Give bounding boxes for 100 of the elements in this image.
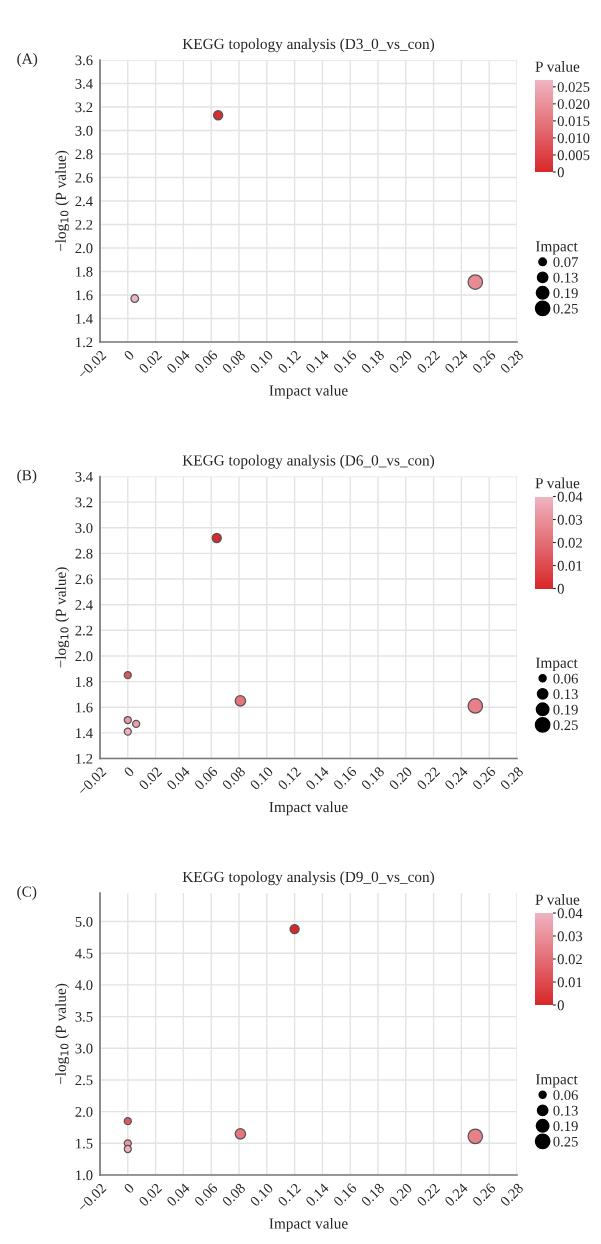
x-tick-label: 0.02 <box>138 766 163 791</box>
y-tick-label: 2.5 <box>75 1075 93 1086</box>
y-tick-label: 3.0 <box>75 523 93 534</box>
y-tick-label: 2.8 <box>75 149 93 160</box>
chart-title: KEGG topology analysis (D6_0_vs_con) <box>182 454 435 469</box>
color-bar-label: 0.025 <box>557 82 590 93</box>
color-bar-title: P value <box>535 477 580 489</box>
color-bar-title: P value <box>535 894 580 905</box>
x-tick-label: 0 <box>123 1182 135 1194</box>
x-tick-label: 0.28 <box>499 766 524 791</box>
x-tick-label: 0.18 <box>360 1182 385 1207</box>
x-tick-label: 0.04 <box>166 765 191 791</box>
color-bar-label: 0 <box>557 1000 564 1011</box>
x-tick-label: 0.02 <box>138 349 163 374</box>
color-bar-label: 0.03 <box>557 931 583 942</box>
legend-label: 0.07 <box>553 257 578 268</box>
x-tick-label: 0.04 <box>166 1182 191 1207</box>
chart-title: KEGG topology analysis (D3_0_vs_con) <box>182 38 435 53</box>
x-tick-label: 0 <box>123 766 135 778</box>
y-tick-label: 2.4 <box>75 196 93 207</box>
x-tick-label: 0.12 <box>277 766 302 791</box>
legend-label: 0.13 <box>553 272 578 283</box>
color-bar-label: 0.01 <box>557 560 582 571</box>
x-tick-label: 0.20 <box>388 349 413 374</box>
x-tick-label: 0.22 <box>416 766 441 791</box>
y-tick-label: 4.0 <box>75 980 93 991</box>
y-tick-label: 2.6 <box>75 172 93 183</box>
x-tick-label: 0.04 <box>166 349 191 374</box>
x-tick-label: 0.28 <box>499 1182 524 1207</box>
x-tick-label: 0.24 <box>444 349 469 374</box>
y-tick-label: 1.4 <box>76 313 93 324</box>
y-tick-label: 4.5 <box>75 948 93 959</box>
x-tick-label: 0.12 <box>277 349 302 374</box>
y-tick-label: 3.2 <box>75 102 93 113</box>
color-bar-label: 0.03 <box>557 514 583 525</box>
color-bar-label: 0 <box>557 167 564 178</box>
x-tick-label: 0.06 <box>193 349 219 374</box>
y-tick-label: 2.2 <box>75 625 93 636</box>
x-tick-label: 0.22 <box>416 1182 441 1207</box>
y-tick-label: 1.8 <box>76 266 93 277</box>
color-bar-label: 0.015 <box>557 116 590 127</box>
color-bar-label: 0.02 <box>557 537 582 548</box>
y-tick-label: 3.5 <box>75 1011 93 1022</box>
x-tick-label: 0.18 <box>360 766 385 791</box>
x-tick-label: 0.08 <box>221 349 246 374</box>
x-tick-label: 0.16 <box>332 766 358 791</box>
y-tick-label: 2.2 <box>75 219 93 230</box>
x-tick-label: 0.14 <box>305 349 330 374</box>
y-tick-label: 1.5 <box>76 1138 93 1149</box>
y-axis-title: −log$_{10}$ (P value) <box>55 567 70 668</box>
text: (C) <box>17 886 37 900</box>
x-tick-label: 0.10 <box>249 1182 274 1207</box>
chart-title: KEGG topology analysis (D9_0_vs_con) <box>182 871 435 886</box>
y-tick-label: 3.2 <box>75 497 93 508</box>
legend-label: 0.06 <box>553 673 578 684</box>
y-tick-label: 1.6 <box>76 702 93 713</box>
legend-title: Impact <box>535 1074 578 1088</box>
legend-label: 0.06 <box>553 1090 578 1101</box>
y-tick-label: 2.0 <box>75 243 93 254</box>
y-tick-label: 2.8 <box>75 548 93 559</box>
color-bar-label: 0.02 <box>557 954 582 965</box>
x-tick-label: 0.16 <box>332 349 358 374</box>
y-tick-label: 2.4 <box>75 600 93 610</box>
y-tick-label: 2.6 <box>75 574 93 585</box>
x-tick-label: 0.18 <box>360 349 385 374</box>
x-axis-title: Impact value <box>269 384 348 399</box>
y-tick-label: 1.4 <box>76 728 93 739</box>
y-tick-label: 3.6 <box>75 55 93 66</box>
x-tick-label: 0.28 <box>499 349 524 374</box>
x-tick-label: 0.06 <box>193 766 219 791</box>
color-bar-label: 0.01 <box>557 977 582 988</box>
legend-label: 0.25 <box>553 303 578 314</box>
y-axis-title: −log$_{10}$ (P value) <box>55 150 70 252</box>
color-bar-label: 0.005 <box>557 150 590 161</box>
y-tick-label: 5.0 <box>75 916 93 927</box>
color-bar-label: 0.020 <box>557 99 590 110</box>
legend-label: 0.19 <box>553 288 578 299</box>
x-tick-label: 0.26 <box>471 766 497 791</box>
color-bar-title: P value <box>535 61 580 72</box>
color-bar-label: 0.04 <box>557 908 583 919</box>
x-tick-label: 0.10 <box>249 766 274 791</box>
y-tick-label: 3.0 <box>75 125 93 136</box>
y-tick-label: 1.6 <box>76 290 93 301</box>
y-tick-label: 3.4 <box>75 78 93 89</box>
y-tick-label: 2.0 <box>75 1106 93 1117</box>
x-axis-title: Impact value <box>269 801 348 816</box>
x-tick-label: 0.26 <box>471 349 497 374</box>
color-bar-label: 0.04 <box>557 491 583 502</box>
y-tick-label: 3.4 <box>75 471 93 482</box>
y-tick-label: 1.0 <box>76 1170 93 1181</box>
x-tick-label: 0.16 <box>332 1182 358 1207</box>
legend-title: Impact <box>535 657 578 672</box>
x-tick-label: 0.24 <box>444 765 469 791</box>
x-tick-label: 0.10 <box>249 349 274 374</box>
x-tick-label: 0.22 <box>416 349 441 374</box>
y-tick-label: 1.2 <box>76 337 93 348</box>
x-tick-label: 0 <box>123 349 135 361</box>
y-tick-label: 3.0 <box>75 1043 93 1054</box>
color-bar-label: 0.010 <box>557 133 590 144</box>
legend-label: 0.25 <box>553 1136 578 1147</box>
